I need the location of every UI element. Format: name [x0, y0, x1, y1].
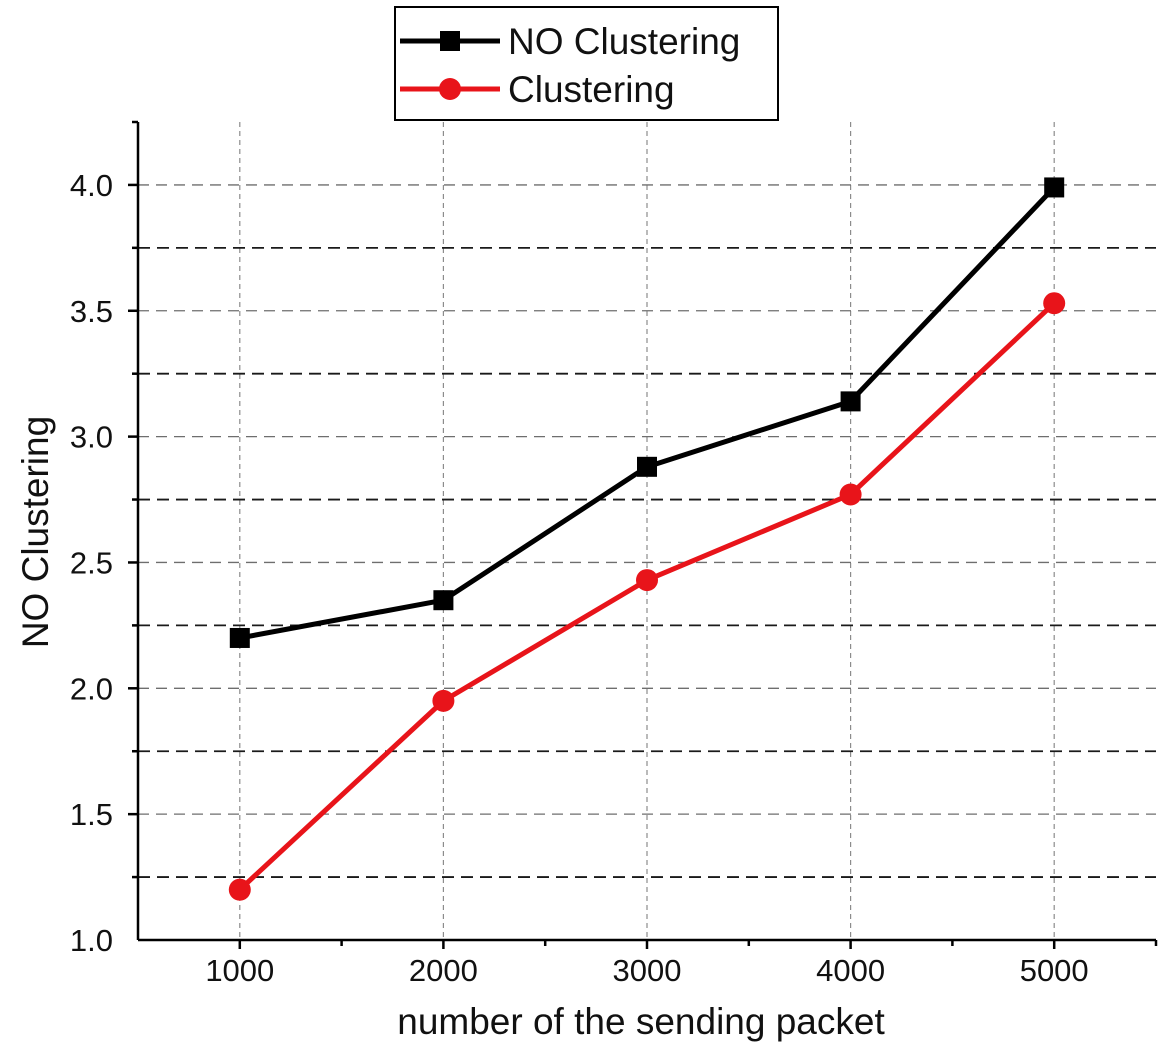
y-tick-label: 1.0 [70, 923, 113, 958]
x-tick-label: 2000 [409, 953, 478, 988]
x-axis-title: number of the sending packet [397, 1001, 885, 1042]
series-clustering [228, 292, 1066, 901]
data-point-square [637, 456, 657, 477]
series [228, 177, 1066, 901]
x-tick-label: 1000 [205, 953, 274, 988]
legend-label: Clustering [508, 69, 675, 110]
y-tick-label: 2.0 [70, 671, 113, 706]
legend-marker-circle [439, 78, 461, 100]
grid [138, 122, 1156, 940]
series-no-clustering [229, 177, 1065, 648]
legend-items: NO Clustering Clustering [400, 21, 740, 110]
data-point-circle [1043, 292, 1066, 315]
x-tick-label: 4000 [816, 953, 885, 988]
x-tick-label: 5000 [1020, 953, 1089, 988]
x-tick-label: 3000 [613, 953, 682, 988]
y-tick-labels: 1.0 1.5 2.0 2.5 3.0 3.5 4.0 [70, 168, 113, 958]
data-point-square [1044, 177, 1065, 198]
legend-label: NO Clustering [508, 21, 740, 62]
x-tick-labels: 1000 2000 3000 4000 5000 [205, 953, 1088, 988]
y-tick-label: 4.0 [70, 168, 113, 203]
data-point-circle [636, 569, 658, 592]
y-axis-title: NO Clustering [15, 416, 56, 648]
legend-item: Clustering [400, 69, 675, 110]
legend-box [394, 6, 779, 121]
data-point-square [229, 627, 250, 648]
data-point-square [840, 391, 861, 412]
y-tick-label: 3.5 [70, 294, 113, 329]
legend-marker-square [440, 31, 460, 51]
data-point-circle [839, 483, 862, 506]
legend-item: NO Clustering [400, 21, 740, 62]
legend: NO Clustering Clustering [394, 6, 779, 121]
data-point-square [433, 590, 454, 611]
data-point-circle [228, 878, 251, 901]
y-tick-label: 3.0 [70, 420, 113, 455]
data-point-circle [432, 689, 455, 712]
ticks [128, 120, 1158, 949]
y-tick-label: 1.5 [70, 797, 113, 832]
y-tick-label: 2.5 [70, 545, 113, 580]
